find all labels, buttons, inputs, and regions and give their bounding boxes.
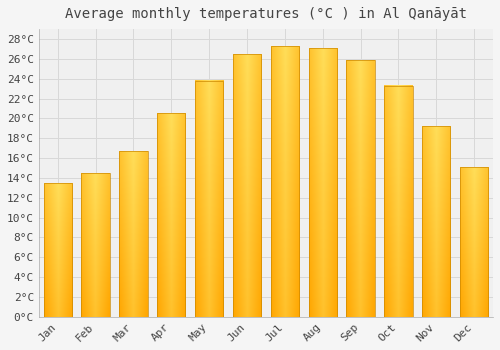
Bar [346,60,375,317]
Bar [82,173,110,317]
Bar [308,48,337,317]
Bar [119,151,148,317]
Bar [422,126,450,317]
Bar [460,167,488,317]
Bar [44,183,72,317]
Bar [157,113,186,317]
Bar [270,46,299,317]
Bar [195,80,224,317]
Bar [384,86,412,317]
Bar [233,54,261,317]
Title: Average monthly temperatures (°C ) in Al Qanāyāt: Average monthly temperatures (°C ) in Al… [65,7,467,21]
